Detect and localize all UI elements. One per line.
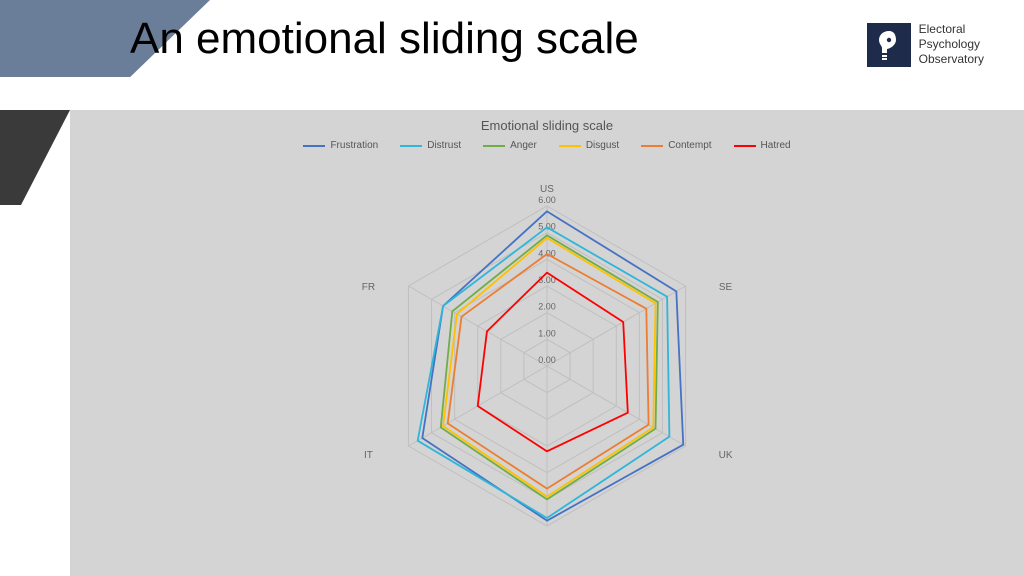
header: An emotional sliding scale Electoral Psy… [0, 0, 1024, 100]
legend-item: Disgust [559, 140, 619, 151]
decor-trapezoid-dark [0, 110, 70, 205]
page-title: An emotional sliding scale [130, 14, 639, 64]
svg-text:IT: IT [364, 450, 373, 461]
radar-chart: 0.001.002.003.004.005.006.00USSEUKITFR [287, 156, 807, 576]
legend-item: Anger [483, 140, 537, 151]
logo-icon [867, 23, 911, 67]
legend-swatch [303, 145, 325, 147]
legend-item: Distrust [400, 140, 461, 151]
svg-text:US: US [540, 184, 554, 195]
legend-item: Frustration [303, 140, 378, 151]
legend-swatch [483, 145, 505, 147]
svg-text:2.00: 2.00 [538, 302, 556, 312]
legend-swatch [400, 145, 422, 147]
legend-item: Hatred [734, 140, 791, 151]
legend-item: Contempt [641, 140, 711, 151]
slide: An emotional sliding scale Electoral Psy… [0, 0, 1024, 576]
chart-container: Emotional sliding scale Frustration Distr… [70, 110, 1024, 576]
legend-label: Hatred [761, 140, 791, 151]
body-area: Emotional sliding scale Frustration Distr… [0, 100, 1024, 576]
logo-text: Electoral Psychology Observatory [919, 22, 984, 67]
legend-label: Distrust [427, 140, 461, 151]
chart-legend: Frustration Distrust Anger Disgust Contempt H… [70, 140, 1024, 151]
logo: Electoral Psychology Observatory [867, 22, 984, 67]
svg-text:FR: FR [362, 282, 375, 293]
svg-text:0.00: 0.00 [538, 355, 556, 365]
legend-swatch [559, 145, 581, 147]
logo-line-3: Observatory [919, 52, 984, 67]
legend-label: Anger [510, 140, 537, 151]
legend-swatch [641, 145, 663, 147]
legend-label: Frustration [330, 140, 378, 151]
legend-label: Disgust [586, 140, 619, 151]
svg-text:UK: UK [719, 450, 733, 461]
logo-line-1: Electoral [919, 22, 984, 37]
svg-text:SE: SE [719, 282, 733, 293]
logo-line-2: Psychology [919, 37, 984, 52]
legend-swatch [734, 145, 756, 147]
svg-text:1.00: 1.00 [538, 328, 556, 338]
legend-label: Contempt [668, 140, 711, 151]
chart-title: Emotional sliding scale [70, 118, 1024, 133]
svg-text:6.00: 6.00 [538, 195, 556, 205]
